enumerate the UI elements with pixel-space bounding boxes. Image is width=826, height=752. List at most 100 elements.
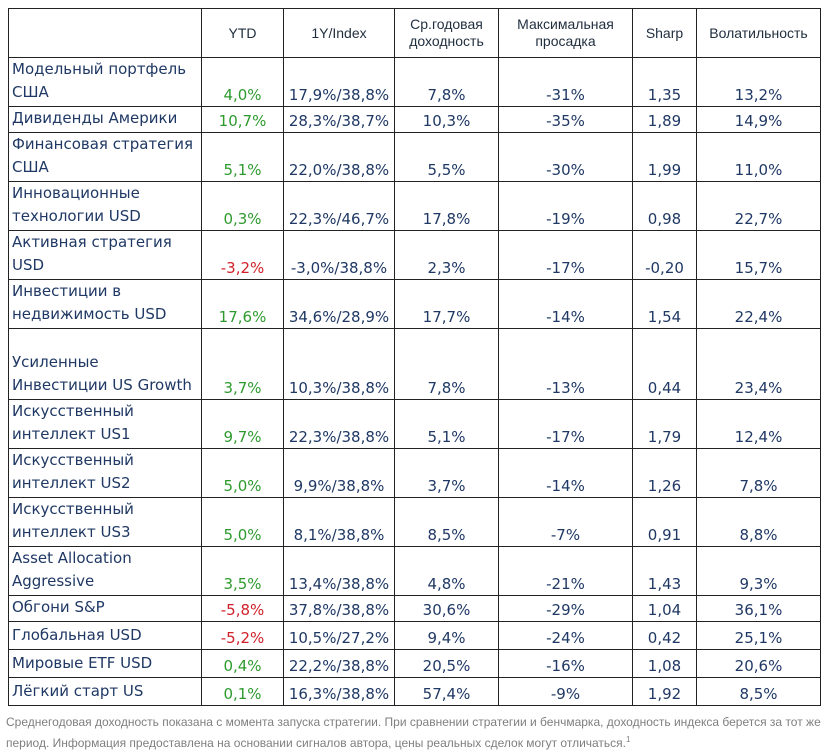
table-row: Модельный портфель США 4,0% 17,9%/38,8% 7,8…: [8, 57, 821, 107]
sharp-value: 1,99: [632, 132, 697, 182]
sharp-value: 1,35: [632, 57, 697, 107]
sharp-value: 0,91: [632, 497, 697, 547]
ytd-value: 4,0%: [201, 57, 284, 107]
ytd-value: 0,1%: [201, 677, 284, 706]
volatility-value: 36,1%: [696, 595, 821, 622]
max-drawdown-value: -7%: [498, 497, 633, 547]
column-header-name: [8, 8, 202, 58]
ytd-value: 0,4%: [201, 649, 284, 678]
ytd-value: 17,6%: [201, 279, 284, 329]
avg-return-value: 57,4%: [394, 677, 499, 706]
volatility-value: 11,0%: [696, 132, 821, 182]
table-row: Искусственный интеллект US1 9,7% 22,3%/38,…: [8, 399, 821, 449]
table-row: Активная стратегия USD -3,2% -3,0%/38,8% 2,…: [8, 230, 821, 280]
table-row: Лёгкий старт US 0,1% 16,3%/38,8% 57,4% -9% 1,…: [8, 677, 821, 706]
max-drawdown-value: -9%: [498, 677, 633, 706]
strategy-name: Глобальная USD: [8, 621, 202, 650]
one-year-index-value: 10,3%/38,8%: [283, 328, 395, 400]
strategy-name: Усиленные Инвестиции US Growth: [8, 328, 202, 400]
volatility-value: 20,6%: [696, 649, 821, 678]
sharp-value: 0,42: [632, 621, 697, 650]
strategy-name: Искусственный интеллект US1: [8, 399, 202, 449]
table-row: Усиленные Инвестиции US Growth 3,7% 10,3%/…: [8, 328, 821, 400]
sharp-value: 1,79: [632, 399, 697, 449]
max-drawdown-value: -13%: [498, 328, 633, 400]
ytd-value: 5,0%: [201, 497, 284, 547]
max-drawdown-value: -29%: [498, 595, 633, 622]
ytd-value: -3,2%: [201, 230, 284, 280]
volatility-value: 8,5%: [696, 677, 821, 706]
avg-return-value: 17,7%: [394, 279, 499, 329]
table-row: Asset Allocation Aggressive 3,5% 13,4%/38,…: [8, 546, 821, 596]
ytd-value: 0,3%: [201, 181, 284, 231]
table-row: Финансовая стратегия США 5,1% 22,0%/38,8% 5…: [8, 132, 821, 182]
strategy-name: Активная стратегия USD: [8, 230, 202, 280]
sharp-value: 1,26: [632, 448, 697, 498]
strategy-name: Обгони S&P: [8, 595, 202, 622]
ytd-value: 3,5%: [201, 546, 284, 596]
avg-return-value: 4,8%: [394, 546, 499, 596]
avg-return-value: 8,5%: [394, 497, 499, 547]
avg-return-value: 10,3%: [394, 106, 499, 133]
one-year-index-value: 8,1%/38,8%: [283, 497, 395, 547]
volatility-value: 9,3%: [696, 546, 821, 596]
table-row: Глобальная USD -5,2% 10,5%/27,2% 9,4% -24% 0,…: [8, 621, 821, 650]
max-drawdown-value: -14%: [498, 448, 633, 498]
ytd-value: 10,7%: [201, 106, 284, 133]
volatility-value: 13,2%: [696, 57, 821, 107]
strategy-name: Asset Allocation Aggressive: [8, 546, 202, 596]
table-row: Искусственный интеллект US3 5,0% 8,1%/38,8…: [8, 497, 821, 547]
column-header-max-drawdown: Максимальная просадка: [498, 8, 633, 58]
table-row: Искусственный интеллект US2 5,0% 9,9%/38,8…: [8, 448, 821, 498]
volatility-value: 15,7%: [696, 230, 821, 280]
volatility-value: 8,8%: [696, 497, 821, 547]
volatility-value: 23,4%: [696, 328, 821, 400]
one-year-index-value: 10,5%/27,2%: [283, 621, 395, 650]
max-drawdown-value: -17%: [498, 399, 633, 449]
max-drawdown-value: -30%: [498, 132, 633, 182]
sharp-value: 1,89: [632, 106, 697, 133]
one-year-index-value: 16,3%/38,8%: [283, 677, 395, 706]
sharp-value: 0,98: [632, 181, 697, 231]
one-year-index-value: 28,3%/38,7%: [283, 106, 395, 133]
sharp-value: 1,08: [632, 649, 697, 678]
one-year-index-value: -3,0%/38,8%: [283, 230, 395, 280]
ytd-value: -5,8%: [201, 595, 284, 622]
avg-return-value: 2,3%: [394, 230, 499, 280]
one-year-index-value: 17,9%/38,8%: [283, 57, 395, 107]
avg-return-value: 7,8%: [394, 328, 499, 400]
table-row: Дивиденды Америки 10,7% 28,3%/38,7% 10,3% -3…: [8, 106, 821, 133]
table-row: Инвестиции в недвижимость USD 17,6% 34,6%/…: [8, 279, 821, 329]
one-year-index-value: 34,6%/28,9%: [283, 279, 395, 329]
sharp-value: 0,44: [632, 328, 697, 400]
strategy-name: Искусственный интеллект US2: [8, 448, 202, 498]
footnote-text: Среднегодовая доходность показана с моме…: [6, 715, 821, 750]
ytd-value: -5,2%: [201, 621, 284, 650]
max-drawdown-value: -17%: [498, 230, 633, 280]
sharp-value: 1,43: [632, 546, 697, 596]
avg-return-value: 5,1%: [394, 399, 499, 449]
max-drawdown-value: -14%: [498, 279, 633, 329]
volatility-value: 7,8%: [696, 448, 821, 498]
sharp-value: -0,20: [632, 230, 697, 280]
volatility-value: 25,1%: [696, 621, 821, 650]
avg-return-value: 17,8%: [394, 181, 499, 231]
one-year-index-value: 22,0%/38,8%: [283, 132, 395, 182]
column-header-sharp: Sharp: [632, 8, 697, 58]
volatility-value: 12,4%: [696, 399, 821, 449]
volatility-value: 22,4%: [696, 279, 821, 329]
max-drawdown-value: -31%: [498, 57, 633, 107]
volatility-value: 14,9%: [696, 106, 821, 133]
table-row: Обгони S&P -5,8% 37,8%/38,8% 30,6% -29% 1,04 3…: [8, 595, 821, 622]
ytd-value: 3,7%: [201, 328, 284, 400]
avg-return-value: 30,6%: [394, 595, 499, 622]
sharp-value: 1,04: [632, 595, 697, 622]
table-row: Инновационные технологии USD 0,3% 22,3%/46…: [8, 181, 821, 231]
one-year-index-value: 37,8%/38,8%: [283, 595, 395, 622]
sharp-value: 1,92: [632, 677, 697, 706]
one-year-index-value: 9,9%/38,8%: [283, 448, 395, 498]
strategy-name: Модельный портфель США: [8, 57, 202, 107]
one-year-index-value: 22,2%/38,8%: [283, 649, 395, 678]
header-row: YTD 1Y/Index Ср.годовая доходность Макси…: [8, 8, 821, 58]
volatility-value: 22,7%: [696, 181, 821, 231]
